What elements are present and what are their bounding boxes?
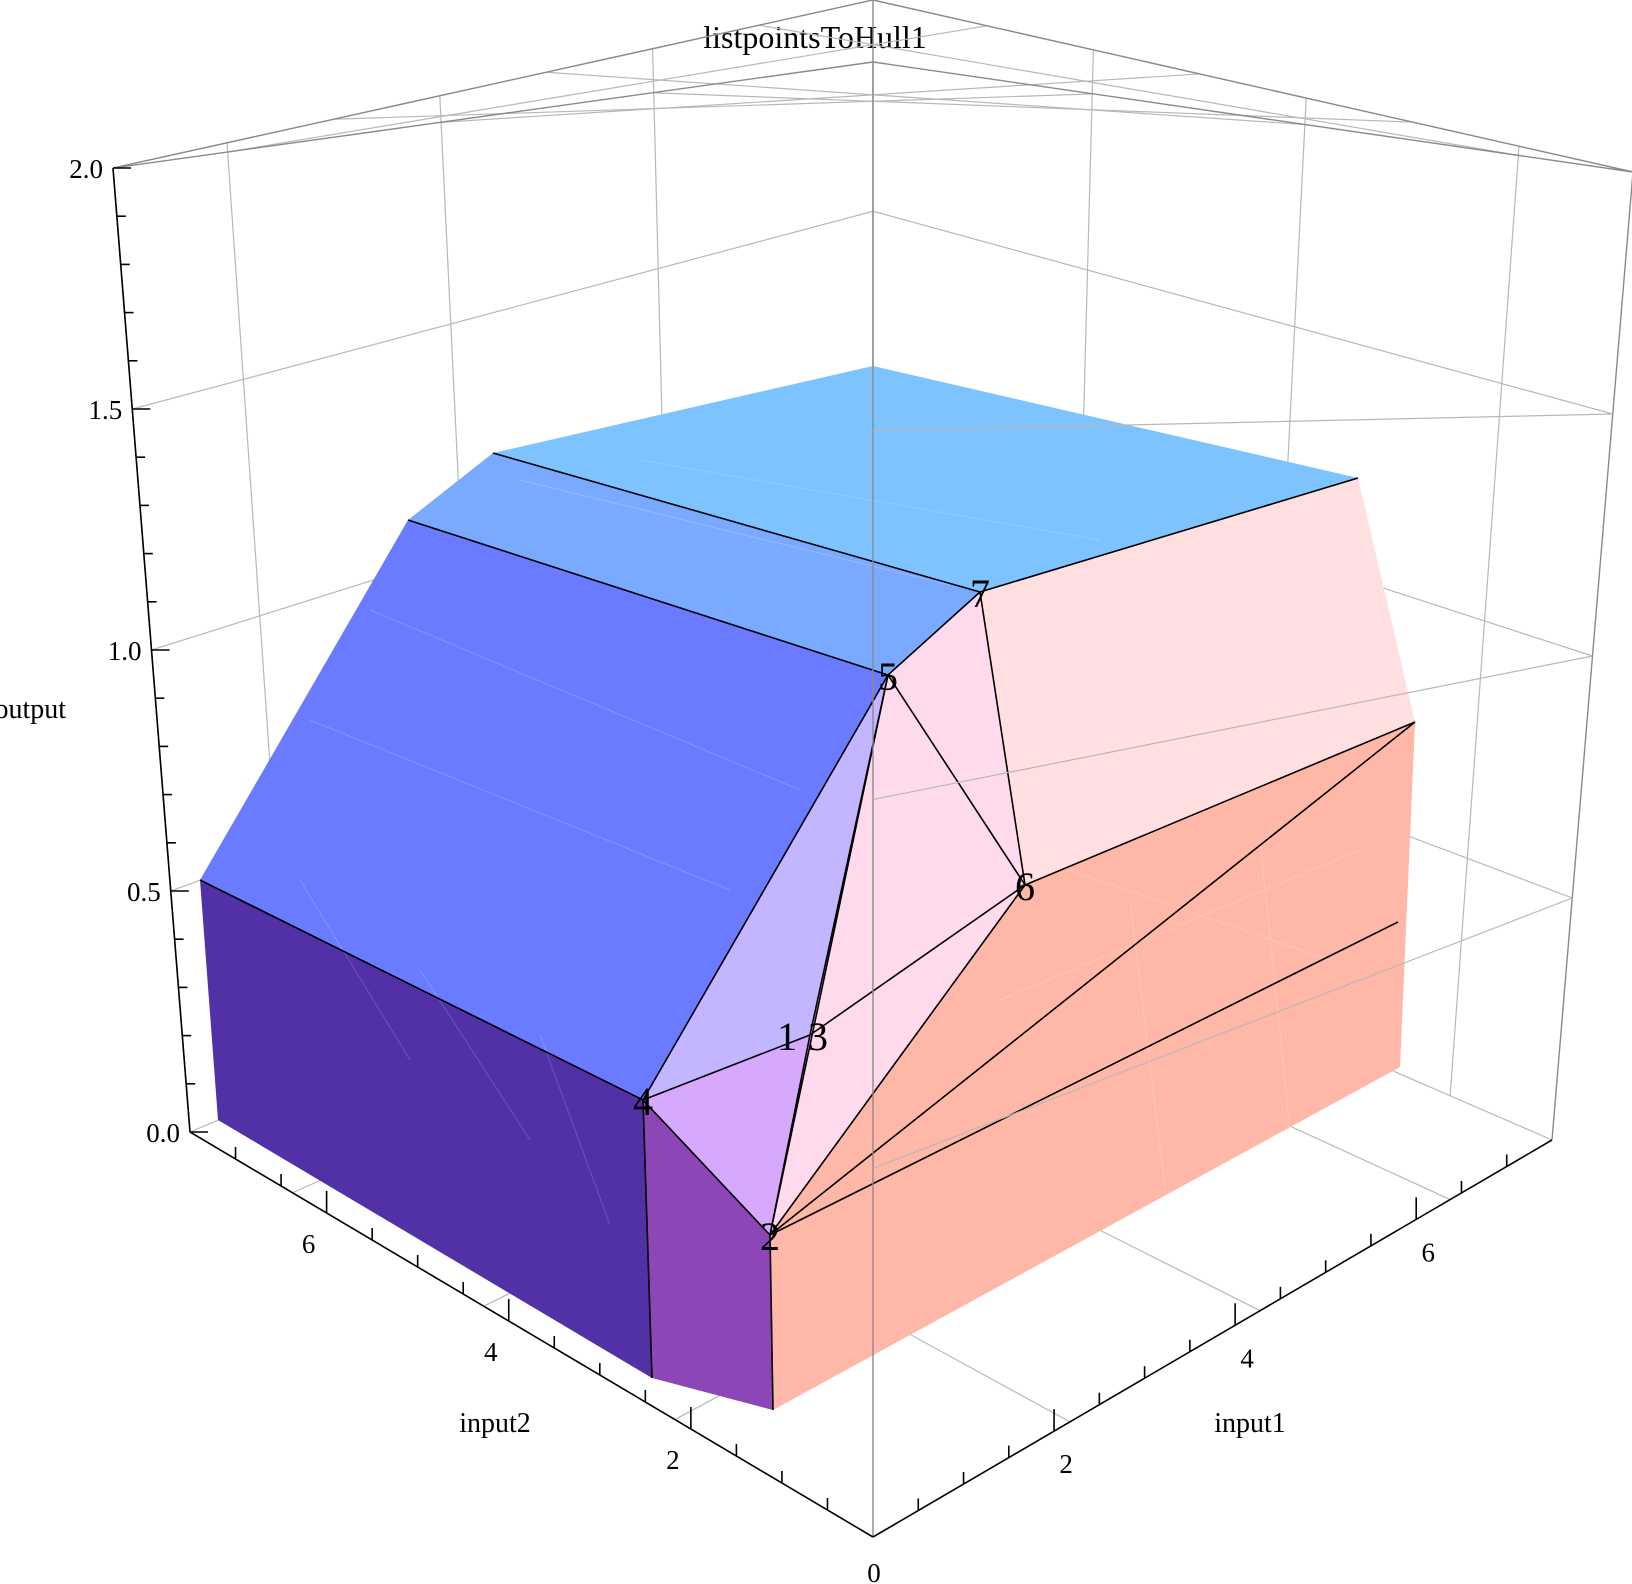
face-center-facet-2 bbox=[770, 675, 1025, 1235]
face-top-bevel bbox=[408, 453, 980, 675]
y-tick-label: 6 bbox=[302, 1229, 316, 1259]
vertex-label-7: 7 bbox=[970, 571, 990, 616]
face-right-lower bbox=[770, 722, 1415, 1410]
face-top bbox=[493, 366, 1358, 675]
hull-edge-15 bbox=[769, 884, 1026, 1236]
hull-edge-13 bbox=[642, 1034, 811, 1101]
ceil-grid-y-1 bbox=[439, 73, 1200, 124]
x-tick-label: 2 bbox=[1059, 1449, 1073, 1479]
front-grid-2 bbox=[872, 413, 1613, 432]
ceiling-frame bbox=[112, 0, 1632, 173]
z-tick-label: 0.5 bbox=[127, 877, 161, 907]
face-mesh-7 bbox=[1039, 859, 1331, 961]
face-mesh-6 bbox=[639, 459, 1101, 541]
front-grid-0 bbox=[872, 897, 1573, 1169]
hull-edge-6 bbox=[769, 1234, 774, 1411]
vertex-label-5: 5 bbox=[878, 654, 898, 699]
hull-edge-4 bbox=[642, 674, 889, 1101]
face-mesh-0 bbox=[299, 879, 411, 1061]
ceil-grid-y-2 bbox=[226, 25, 988, 153]
vertex-label-3: 3 bbox=[808, 1014, 828, 1059]
y-tick-label: 2 bbox=[666, 1445, 680, 1475]
z-tick-label: 2.0 bbox=[69, 154, 103, 184]
ceil-grid-y-0 bbox=[652, 92, 1413, 123]
z-tick-label: 1.5 bbox=[89, 395, 123, 425]
x-axis-label: input1 bbox=[1214, 1408, 1286, 1439]
hull-edge-2 bbox=[979, 477, 1359, 593]
face-front-wall bbox=[643, 1100, 773, 1410]
ceil-grid-x-1 bbox=[546, 71, 1307, 126]
vertex-label-1: 1 bbox=[777, 1014, 797, 1059]
face-mesh-5 bbox=[519, 479, 951, 586]
hull-edge-1 bbox=[407, 519, 889, 676]
face-mesh-3 bbox=[309, 719, 731, 891]
hull-surface: 1 2 3 4 5 6 7 bbox=[199, 366, 1416, 1411]
face-right-upper bbox=[980, 478, 1415, 885]
hull-edge-3 bbox=[199, 879, 644, 1101]
hull-edge-8 bbox=[769, 721, 1416, 1236]
hull-edge-5 bbox=[642, 1099, 653, 1379]
origin-tick-label: 0 bbox=[867, 1558, 881, 1584]
vertex-label-4: 4 bbox=[633, 1079, 653, 1124]
z-tick-label: 0.0 bbox=[146, 1118, 180, 1148]
vertex-label-2: 2 bbox=[760, 1214, 780, 1259]
back-grid-vx-2 bbox=[1449, 146, 1520, 1096]
front-grid-1 bbox=[872, 655, 1593, 801]
vertex-label-6: 6 bbox=[1015, 864, 1035, 909]
x-tick-label: 4 bbox=[1240, 1343, 1254, 1373]
z-tick-label: 1.0 bbox=[108, 636, 142, 666]
y-axis-line bbox=[189, 1131, 874, 1538]
hull-edge-11 bbox=[887, 674, 1026, 886]
hull-edge-10 bbox=[979, 591, 1026, 886]
hull-edge-17 bbox=[809, 674, 889, 1036]
hull-edge-19 bbox=[769, 921, 1399, 1236]
axes: 2 4 6 2 4 6 0.0 0.5 1.0 1.5 2.0 bbox=[69, 154, 1553, 1538]
hull-edge-12 bbox=[809, 884, 1026, 1036]
x-axis-line bbox=[872, 1139, 1553, 1538]
face-mesh-10 bbox=[1259, 839, 1291, 1131]
x-tick-label: 6 bbox=[1421, 1237, 1435, 1267]
hull-edge-9 bbox=[887, 591, 981, 676]
hull-edge-18 bbox=[1024, 721, 1416, 886]
face-mesh-9 bbox=[1129, 899, 1171, 1231]
z-axis-label: output bbox=[0, 694, 66, 725]
face-front-left-facet bbox=[643, 1035, 810, 1235]
hull-edge-0 bbox=[492, 452, 981, 593]
y-axis-label: input2 bbox=[459, 1408, 531, 1439]
face-mesh-2 bbox=[539, 1034, 611, 1226]
chart-title: listpointsToHull1 bbox=[703, 19, 927, 55]
face-mesh-8 bbox=[999, 849, 1361, 1001]
ceil-grid-x-2 bbox=[758, 24, 1520, 157]
face-left-slope bbox=[200, 520, 888, 1100]
hull-edge-16 bbox=[769, 1034, 811, 1236]
y-tick-label: 4 bbox=[484, 1337, 498, 1367]
hull-edge-7 bbox=[642, 1099, 771, 1236]
face-left-wall bbox=[200, 880, 652, 1378]
ceil-grid-x-0 bbox=[333, 93, 1094, 120]
face-mesh-4 bbox=[369, 609, 801, 791]
